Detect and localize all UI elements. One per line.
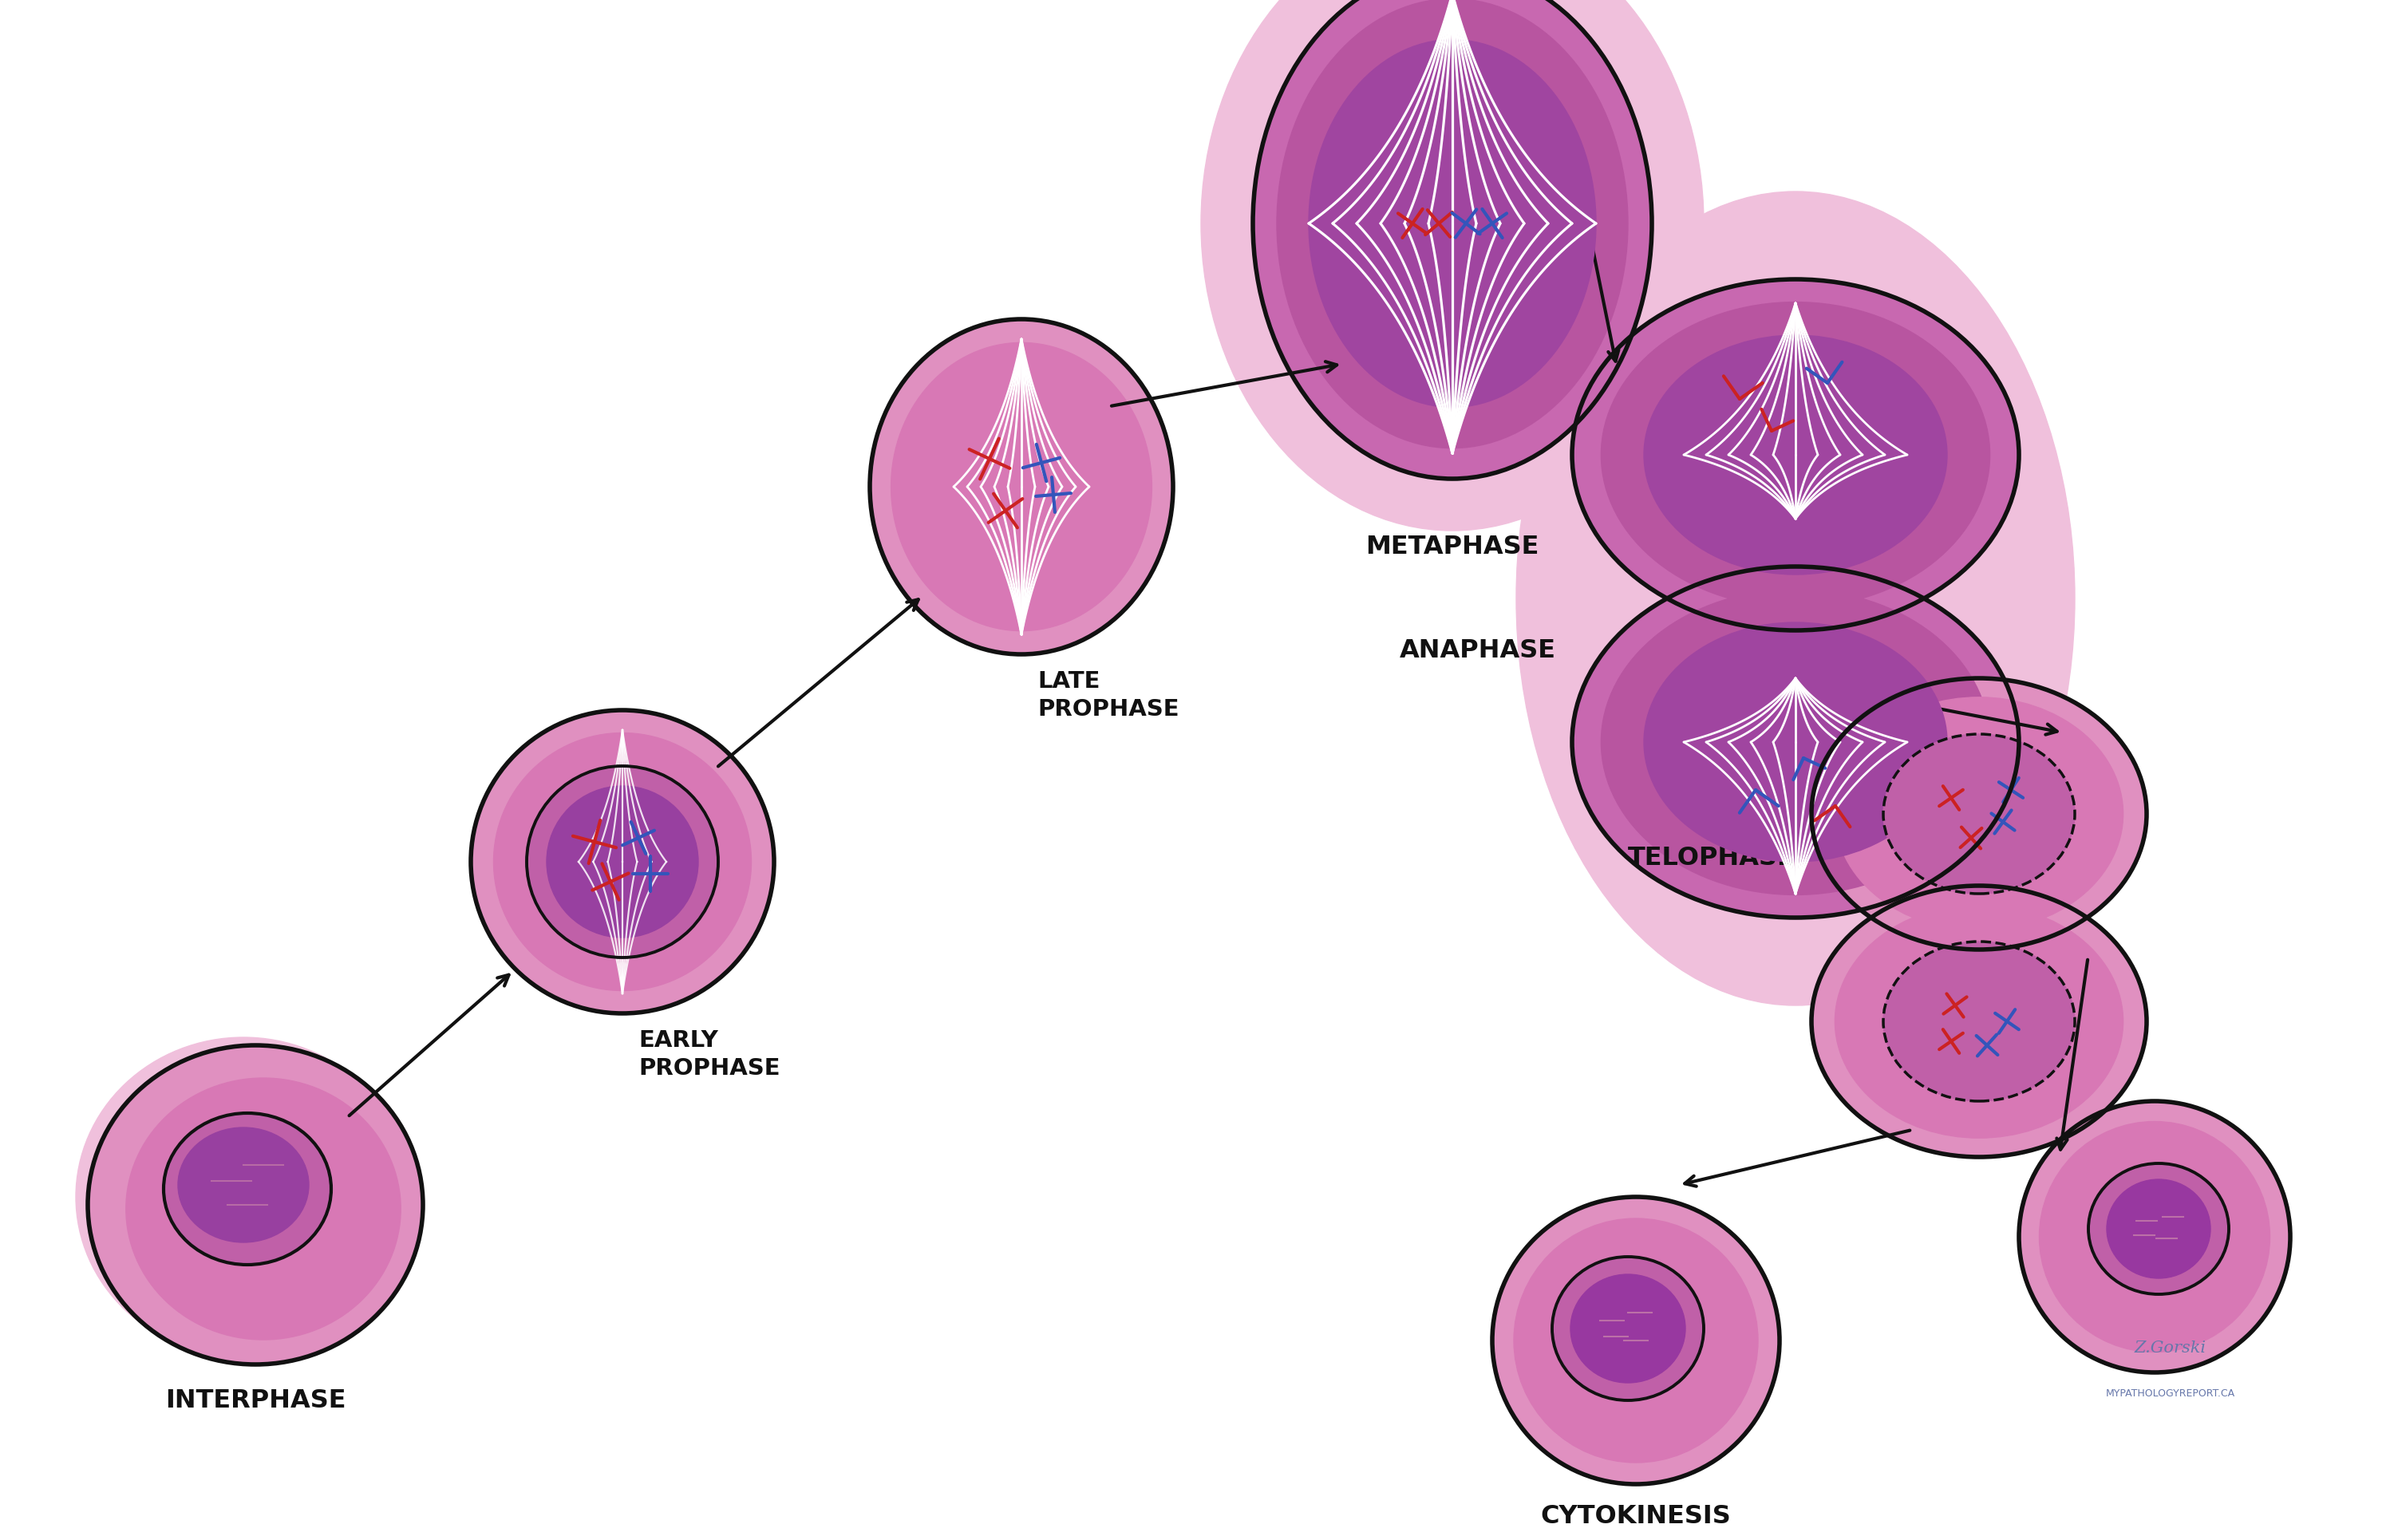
Ellipse shape xyxy=(891,342,1152,631)
Ellipse shape xyxy=(869,319,1173,654)
Ellipse shape xyxy=(1513,1218,1757,1463)
Ellipse shape xyxy=(1602,590,1989,895)
Ellipse shape xyxy=(1812,885,2147,1157)
Ellipse shape xyxy=(2107,1180,2210,1278)
Ellipse shape xyxy=(1310,40,1597,407)
Ellipse shape xyxy=(1573,279,2018,630)
Ellipse shape xyxy=(77,1038,412,1357)
Ellipse shape xyxy=(163,1113,330,1264)
Ellipse shape xyxy=(1491,1197,1779,1485)
Ellipse shape xyxy=(472,710,773,1013)
Ellipse shape xyxy=(1276,0,1628,448)
Ellipse shape xyxy=(1573,567,2018,918)
Ellipse shape xyxy=(546,785,699,938)
Text: TELOPHASE: TELOPHASE xyxy=(1628,845,1796,870)
Ellipse shape xyxy=(1515,191,2076,1006)
Ellipse shape xyxy=(1570,1274,1685,1383)
Ellipse shape xyxy=(1645,622,1946,862)
Ellipse shape xyxy=(493,733,752,990)
Ellipse shape xyxy=(2040,1121,2270,1352)
Ellipse shape xyxy=(89,1046,424,1364)
Text: METAPHASE: METAPHASE xyxy=(1365,534,1539,559)
Ellipse shape xyxy=(127,1078,400,1340)
Ellipse shape xyxy=(1834,904,2123,1138)
Ellipse shape xyxy=(1812,678,2147,950)
Text: CYTOKINESIS: CYTOKINESIS xyxy=(1542,1505,1731,1529)
Ellipse shape xyxy=(1645,336,1946,574)
Ellipse shape xyxy=(1551,1257,1705,1400)
Ellipse shape xyxy=(1602,302,1989,608)
Ellipse shape xyxy=(2018,1101,2291,1372)
Ellipse shape xyxy=(1884,941,2076,1101)
Text: EARLY
PROPHASE: EARLY PROPHASE xyxy=(639,1029,780,1080)
Text: LATE
PROPHASE: LATE PROPHASE xyxy=(1037,670,1180,721)
Ellipse shape xyxy=(2088,1163,2229,1294)
Text: Z.Gorski: Z.Gorski xyxy=(2135,1340,2207,1355)
Ellipse shape xyxy=(1884,735,2076,893)
Ellipse shape xyxy=(1202,0,1705,531)
Ellipse shape xyxy=(177,1127,309,1243)
Ellipse shape xyxy=(527,765,718,958)
Text: MYPATHOLOGYREPORT.CA: MYPATHOLOGYREPORT.CA xyxy=(2107,1389,2236,1398)
Ellipse shape xyxy=(1252,0,1652,479)
Text: INTERPHASE: INTERPHASE xyxy=(165,1389,345,1414)
Text: ANAPHASE: ANAPHASE xyxy=(1400,639,1556,664)
Ellipse shape xyxy=(1834,698,2123,930)
